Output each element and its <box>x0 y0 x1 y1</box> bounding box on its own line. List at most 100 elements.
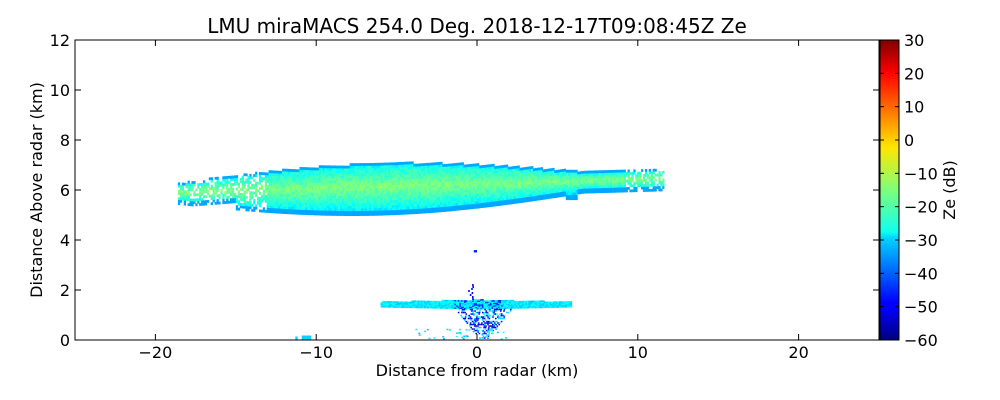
echo-cell-upper-cloud-layer <box>392 199 395 203</box>
echo-cell-upper-cloud-layer <box>419 205 422 209</box>
echo-cell-low-layer <box>517 307 520 309</box>
echo-cell-upper-cloud-layer <box>540 189 543 193</box>
echo-cell-upper-cloud-layer <box>550 185 553 189</box>
echo-cell-upper-cloud-layer <box>482 165 486 168</box>
echo-cell-upper-cloud-layer <box>332 203 335 206</box>
echo-cell-upper-cloud-layer <box>367 168 370 171</box>
echo-cell-upper-cloud-layer <box>286 176 289 180</box>
echo-cell-upper-cloud-layer <box>380 207 383 211</box>
echo-cell-upper-cloud-layer <box>405 184 408 187</box>
echo-cell-upper-cloud-layer <box>293 181 296 185</box>
echo-cell-upper-cloud-layer <box>463 172 466 175</box>
echo-cell-upper-cloud-layer <box>561 191 565 195</box>
echo-cell-upper-cloud-layer <box>233 175 237 179</box>
echo-cell-low-layer <box>507 299 510 302</box>
echo-cell-low-layer <box>457 302 460 305</box>
echo-cell-upper-cloud-layer <box>307 199 310 203</box>
echo-cell-upper-cloud-layer <box>274 200 277 204</box>
echo-cell-near-surface-echoes <box>465 329 468 331</box>
echo-cell-low-layer <box>493 302 495 305</box>
echo-cell-near-surface-echoes <box>500 313 503 315</box>
echo-cell-upper-cloud-layer <box>467 174 470 177</box>
echo-cell-upper-cloud-layer <box>334 193 337 196</box>
echo-cell-upper-cloud-layer <box>374 200 377 204</box>
echo-cell-upper-cloud-layer <box>423 163 426 166</box>
echo-cell-upper-cloud-layer <box>403 206 406 210</box>
echo-cell-upper-cloud-layer <box>270 205 273 209</box>
echo-cell-low-layer <box>401 301 404 303</box>
echo-cell-upper-cloud-layer <box>343 173 347 176</box>
echo-cell-upper-cloud-layer <box>260 197 264 200</box>
echo-cell-near-surface-echoes <box>483 326 485 329</box>
echo-cell-low-layer <box>520 304 523 307</box>
echo-cell-upper-cloud-layer <box>324 165 327 169</box>
echo-cell-near-surface-echoes <box>465 320 467 323</box>
echo-cell-upper-cloud-layer <box>480 200 484 203</box>
echo-cell-upper-cloud-layer <box>498 190 501 194</box>
echo-cell-upper-cloud-layer <box>293 206 296 210</box>
echo-cell-upper-cloud-layer <box>359 213 362 216</box>
echo-cell-low-layer <box>552 306 555 308</box>
echo-cell-upper-cloud-layer <box>324 197 327 201</box>
echo-cell-upper-cloud-layer <box>565 189 569 193</box>
echo-cell-low-layer <box>385 301 388 303</box>
echo-cell-low-layer <box>436 303 439 305</box>
echo-cell-upper-cloud-layer <box>259 182 262 185</box>
echo-cell-upper-cloud-layer <box>457 202 460 206</box>
echo-cell-upper-cloud-layer <box>351 193 354 196</box>
echo-cell-upper-cloud-layer <box>446 166 449 170</box>
echo-cell-upper-cloud-layer <box>631 184 634 188</box>
echo-cell-upper-cloud-layer <box>372 163 376 166</box>
echo-cell-upper-cloud-layer <box>320 177 323 181</box>
echo-cell-upper-cloud-layer <box>453 178 457 181</box>
echo-cell-upper-cloud-layer <box>257 196 260 200</box>
echo-cell-upper-cloud-layer <box>465 191 468 195</box>
echo-cell-upper-cloud-layer <box>585 185 588 189</box>
echo-cell-upper-cloud-layer <box>492 193 495 197</box>
echo-cell-upper-cloud-layer <box>500 195 503 199</box>
echo-cell-upper-cloud-layer <box>509 186 513 190</box>
echo-cell-upper-cloud-layer <box>380 202 383 206</box>
echo-cell-low-layer <box>562 302 565 304</box>
echo-cell-near-surface-echoes <box>477 317 479 320</box>
echo-cell-upper-cloud-layer <box>274 188 277 191</box>
echo-cell-near-surface-echoes <box>491 332 494 335</box>
echo-cell-upper-cloud-layer <box>179 197 183 201</box>
echo-cell-upper-cloud-layer <box>521 197 524 201</box>
echo-cell-low-layer <box>388 306 391 308</box>
echo-cell-upper-cloud-layer <box>542 174 545 178</box>
echo-cell-upper-cloud-layer <box>367 175 370 179</box>
echo-cell-upper-cloud-layer <box>540 184 543 188</box>
echo-cell-upper-cloud-layer <box>492 198 495 202</box>
echo-cell-low-layer <box>533 306 536 309</box>
echo-cell-upper-cloud-layer <box>347 198 350 201</box>
echo-cell-upper-cloud-layer <box>500 187 503 191</box>
echo-cell-upper-cloud-layer <box>523 189 526 193</box>
echo-cell-upper-cloud-layer <box>396 189 399 193</box>
echo-cell-upper-cloud-layer <box>573 177 576 181</box>
echo-cell-upper-cloud-layer <box>490 199 493 202</box>
echo-cell-upper-cloud-layer <box>249 198 252 202</box>
echo-cell-upper-cloud-layer <box>656 183 659 187</box>
echo-cell-upper-cloud-layer <box>515 180 518 184</box>
echo-cell-low-layer <box>398 301 401 303</box>
echo-cell-upper-cloud-layer <box>536 185 540 188</box>
echo-cell-upper-cloud-layer <box>444 199 447 202</box>
echo-cell-upper-cloud-layer <box>565 194 569 198</box>
echo-cell-upper-cloud-layer <box>399 204 403 208</box>
echo-cell-near-surface-echoes <box>495 320 498 323</box>
echo-cell-upper-cloud-layer <box>392 169 395 173</box>
echo-cell-low-layer <box>501 300 503 302</box>
echo-cell-upper-cloud-layer <box>367 163 370 166</box>
echo-cell-low-layer <box>547 304 550 306</box>
echo-cell-upper-cloud-layer <box>540 197 543 200</box>
echo-cell-upper-cloud-layer <box>426 195 430 199</box>
echo-cell-upper-cloud-layer <box>409 166 412 170</box>
echo-cell-upper-cloud-layer <box>367 205 370 209</box>
echo-cell-upper-cloud-layer <box>370 200 374 204</box>
echo-cell-upper-cloud-layer <box>284 188 287 192</box>
echo-cell-low-layer <box>547 302 550 305</box>
echo-cell-upper-cloud-layer <box>260 194 264 198</box>
echo-cell-low-layer <box>411 304 413 306</box>
echo-cell-upper-cloud-layer <box>569 172 572 176</box>
